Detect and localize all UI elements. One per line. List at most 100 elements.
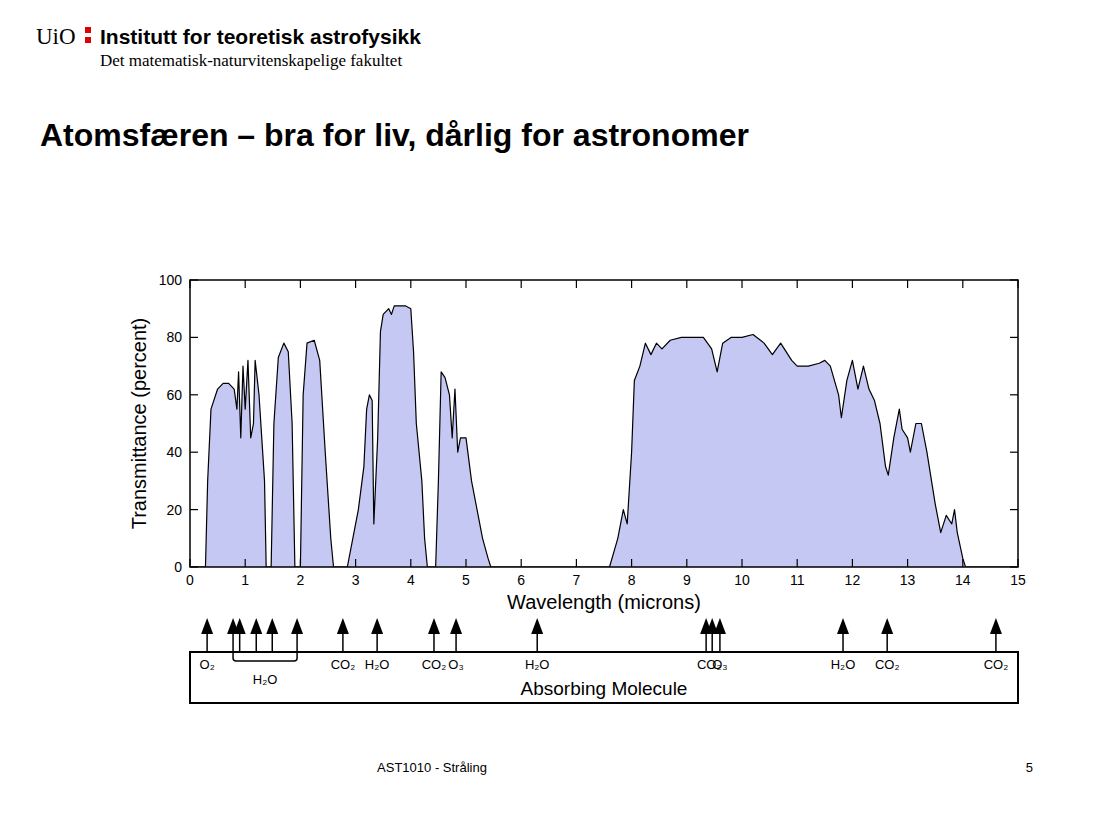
- x-tick-label: 12: [845, 572, 861, 588]
- y-tick-right: [1010, 279, 1018, 280]
- y-tick-label: 60: [166, 387, 182, 403]
- x-tick: [907, 559, 908, 567]
- absorber-label: H₂O: [365, 657, 390, 672]
- absorber-label: H₂O: [525, 657, 550, 672]
- absorber-arrowhead: [266, 618, 278, 634]
- y-tick: [190, 566, 198, 567]
- absorber-label: CO₂: [422, 657, 447, 672]
- x-tick-top: [521, 280, 522, 288]
- faculty: Det matematisk-naturvitenskapelige fakul…: [100, 51, 402, 70]
- absorber-arrowhead: [714, 618, 726, 634]
- absorber-arrowhead: [531, 618, 543, 634]
- x-tick-label: 6: [517, 572, 525, 588]
- absorber-label: CO₂: [875, 657, 900, 672]
- absorber-box-label: Absorbing Molecule: [521, 678, 688, 699]
- x-tick: [189, 559, 190, 567]
- x-tick: [741, 559, 742, 567]
- x-tick-label: 9: [683, 572, 691, 588]
- absorber-arrowhead: [450, 618, 462, 634]
- absorber-arrowhead: [371, 618, 383, 634]
- absorber-label: H₂O: [253, 672, 278, 687]
- absorber-label: CO₂: [984, 657, 1009, 672]
- x-tick-top: [355, 280, 356, 288]
- footer: AST1010 - Stråling: [377, 760, 487, 775]
- x-tick-top: [852, 280, 853, 288]
- logo-mark: [85, 27, 91, 33]
- x-tick: [465, 559, 466, 567]
- logo: UiO: [36, 24, 76, 49]
- y-tick: [190, 509, 198, 510]
- y-tick: [190, 337, 198, 338]
- x-tick: [797, 559, 798, 567]
- absorber-arrowhead: [201, 618, 213, 634]
- y-tick-label: 80: [166, 329, 182, 345]
- x-tick-top: [245, 280, 246, 288]
- absorber-label: O₂: [200, 657, 215, 672]
- x-tick-label: 13: [900, 572, 916, 588]
- x-tick-label: 10: [734, 572, 750, 588]
- absorber-label: O₃: [712, 657, 727, 672]
- y-tick-right: [1010, 337, 1018, 338]
- plot-area: [190, 306, 1018, 567]
- x-tick: [355, 559, 356, 567]
- absorber-bracket: [233, 652, 297, 661]
- absorber-arrowhead: [337, 618, 349, 634]
- logo-mark: [85, 37, 91, 43]
- absorber-arrowhead: [234, 618, 246, 634]
- x-tick-top: [1017, 280, 1018, 288]
- x-tick-label: 7: [573, 572, 581, 588]
- x-tick-top: [465, 280, 466, 288]
- x-tick-label: 4: [407, 572, 415, 588]
- absorber-arrowhead: [428, 618, 440, 634]
- x-tick: [245, 559, 246, 567]
- x-tick-top: [797, 280, 798, 288]
- institute: Institutt for teoretisk astrofysikk: [100, 25, 421, 48]
- slide: UiO Institutt for teoretisk astrofysikk De…: [0, 0, 1100, 825]
- x-tick: [631, 559, 632, 567]
- x-tick: [410, 559, 411, 567]
- x-tick: [686, 559, 687, 567]
- x-tick-label: 15: [1010, 572, 1026, 588]
- y-tick-right: [1010, 452, 1018, 453]
- absorber-label: H₂O: [831, 657, 856, 672]
- x-tick: [852, 559, 853, 567]
- x-tick-label: 0: [186, 572, 194, 588]
- y-tick-right: [1010, 566, 1018, 567]
- absorber-arrowhead: [990, 618, 1002, 634]
- absorber-arrowhead: [250, 618, 262, 634]
- y-tick: [190, 452, 198, 453]
- plot-frame: [190, 280, 1018, 567]
- absorber-arrowhead: [881, 618, 893, 634]
- absorber-arrowhead: [837, 618, 849, 634]
- absorber-arrowhead: [291, 618, 303, 634]
- x-tick-label: 14: [955, 572, 971, 588]
- x-tick-label: 8: [628, 572, 636, 588]
- x-tick-top: [907, 280, 908, 288]
- x-tick: [1017, 559, 1018, 567]
- y-tick-right: [1010, 394, 1018, 395]
- x-tick: [521, 559, 522, 567]
- x-tick-label: 3: [352, 572, 360, 588]
- x-tick-label: 5: [462, 572, 470, 588]
- y-tick: [190, 279, 198, 280]
- x-tick-label: 11: [790, 572, 805, 588]
- x-tick-top: [189, 280, 190, 288]
- transmittance-area: [190, 306, 1018, 567]
- x-tick-top: [300, 280, 301, 288]
- x-tick: [576, 559, 577, 567]
- absorber-box: [190, 652, 1018, 703]
- absorber-label: O₃: [448, 657, 463, 672]
- x-tick-label: 1: [241, 572, 249, 588]
- x-tick-top: [631, 280, 632, 288]
- y-tick-label: 0: [174, 559, 182, 575]
- absorber-label: CO₂: [331, 657, 356, 672]
- y-tick-label: 100: [159, 272, 183, 288]
- x-tick: [300, 559, 301, 567]
- slide-title: Atomsfæren – bra for liv, dårlig for ast…: [40, 117, 749, 153]
- x-tick-top: [686, 280, 687, 288]
- y-tick-right: [1010, 509, 1018, 510]
- transmittance-line: [190, 306, 1018, 567]
- y-tick-label: 40: [166, 444, 182, 460]
- y-tick-label: 20: [166, 502, 182, 518]
- x-tick-label: 2: [297, 572, 305, 588]
